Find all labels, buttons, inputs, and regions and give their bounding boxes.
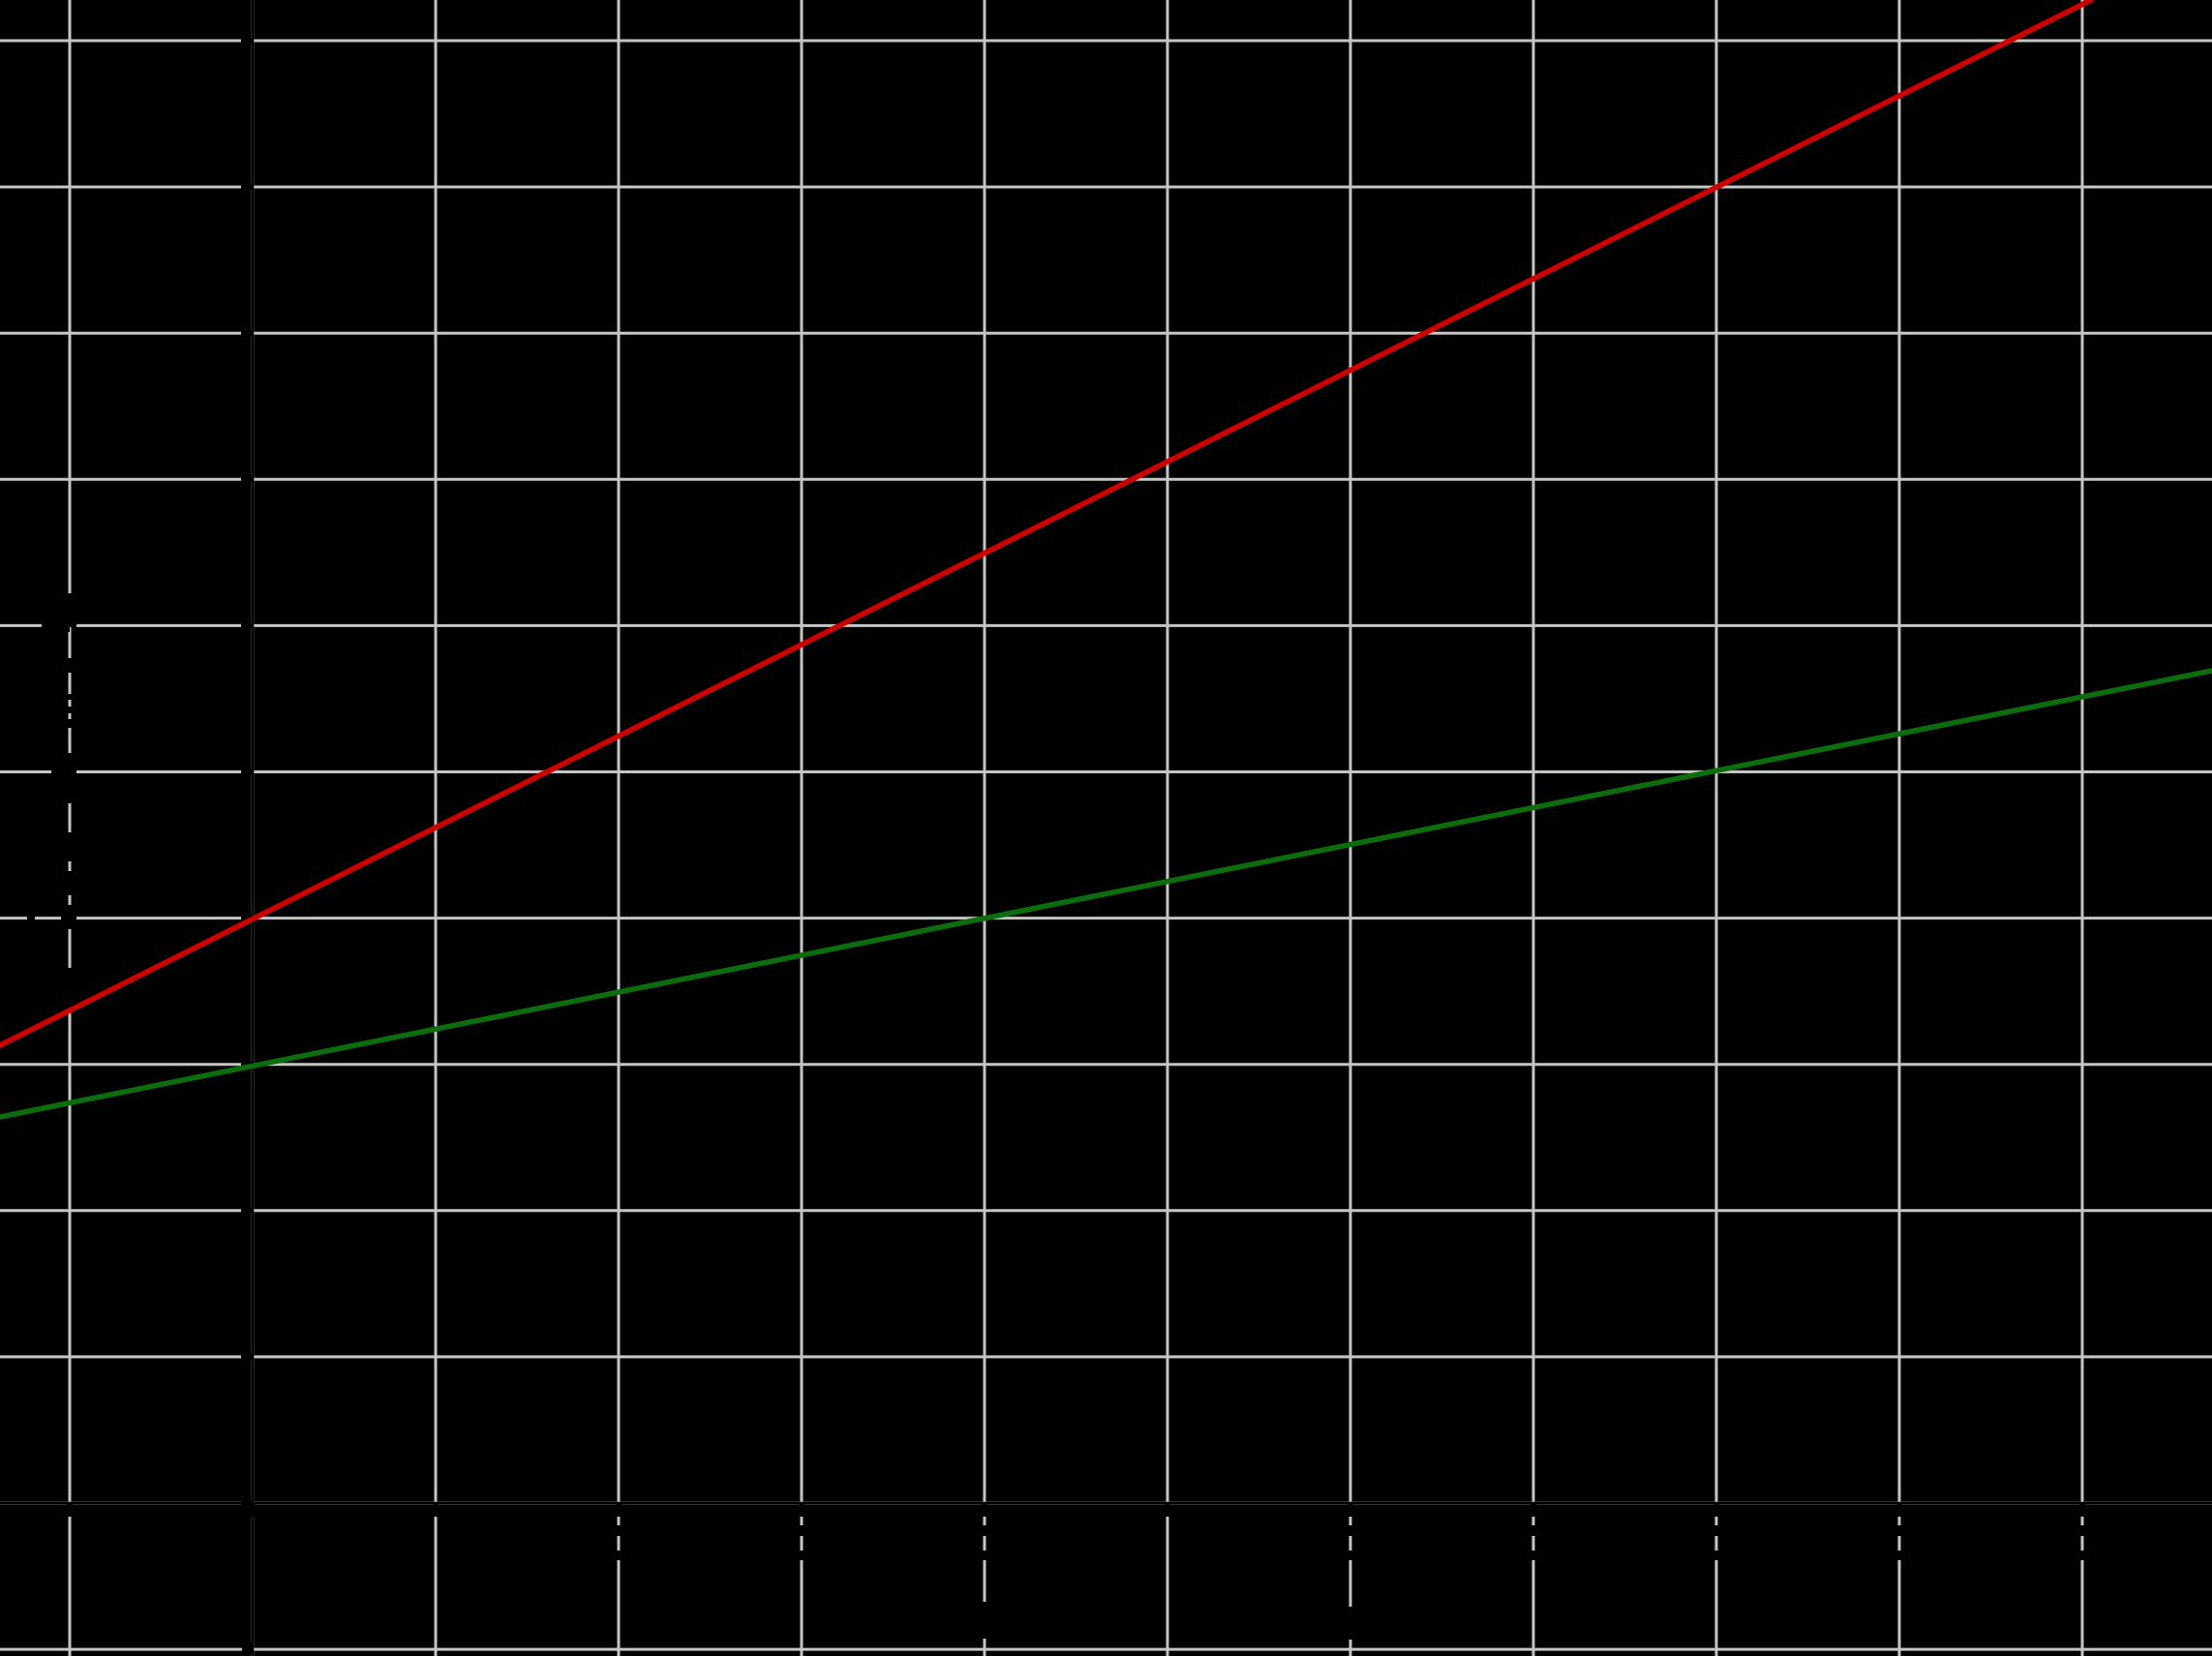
x-axis-tick xyxy=(1348,1503,1353,1517)
x-axis-tick xyxy=(1713,1503,1719,1517)
x-axis-tick xyxy=(2079,1503,2085,1517)
x-axis-tick xyxy=(616,1503,621,1517)
label-fragment xyxy=(63,968,76,1009)
x-axis-tick xyxy=(1165,1503,1170,1517)
x-axis-tick xyxy=(67,1503,73,1517)
x-tick-label-fragment xyxy=(2076,1525,2089,1536)
x-tick-label-fragment xyxy=(1346,1551,1359,1560)
x-tick-label-fragment xyxy=(978,1551,991,1560)
label-fragment xyxy=(978,1602,991,1639)
axis-ticks xyxy=(67,38,2085,1517)
x-axis-tick xyxy=(799,1503,804,1517)
label-fragment xyxy=(61,912,76,924)
x-tick-label-fragment xyxy=(1710,1525,1723,1536)
label-fragment xyxy=(63,871,76,895)
x-tick-label-fragment xyxy=(2076,1551,2089,1560)
x-tick-label-fragment xyxy=(978,1525,991,1536)
label-fragment xyxy=(63,719,76,728)
y-axis-tick xyxy=(241,769,253,774)
y-axis-tick xyxy=(241,622,253,628)
y-axis-tick xyxy=(241,1208,253,1214)
x-tick-label-fragment xyxy=(1528,1525,1541,1536)
x-axis-tick xyxy=(982,1503,987,1517)
y-axis-tick xyxy=(241,184,253,190)
label-fragment xyxy=(242,1642,254,1655)
label-fragment xyxy=(51,766,70,778)
x-axis-tick xyxy=(433,1503,439,1517)
x-tick-label-fragment xyxy=(1710,1551,1723,1560)
label-fragment xyxy=(63,832,76,861)
x-tick-label-fragment xyxy=(1893,1525,1906,1536)
x-tick-label-fragment xyxy=(612,1551,625,1560)
x-axis-tick xyxy=(250,1503,256,1517)
illegible-label-fragments xyxy=(27,593,2089,1655)
x-tick-label-fragment xyxy=(1528,1551,1541,1560)
x-tick-label-fragment xyxy=(612,1525,625,1536)
label-fragment xyxy=(63,694,76,700)
x-axis-tick xyxy=(1530,1503,1536,1517)
x-tick-label-fragment xyxy=(795,1551,808,1560)
x-tick-label-fragment xyxy=(795,1525,808,1536)
green-line xyxy=(0,668,2212,1120)
label-fragment xyxy=(27,912,35,924)
x-tick-label-fragment xyxy=(1893,1551,1906,1560)
label-fragment xyxy=(42,619,70,632)
label-fragment xyxy=(63,707,76,713)
y-axis-tick xyxy=(241,916,253,921)
x-axis-tick xyxy=(1896,1503,1902,1517)
series xyxy=(0,0,2212,1120)
label-fragment xyxy=(1346,1607,1359,1640)
y-axis-tick xyxy=(241,1500,253,1506)
y-axis-tick xyxy=(241,1062,253,1068)
x-tick-label-fragment xyxy=(1346,1525,1359,1536)
y-axis-tick xyxy=(241,38,253,44)
y-axis-tick xyxy=(241,330,253,336)
y-axis-tick xyxy=(241,476,253,482)
red-line xyxy=(0,0,2094,1048)
label-fragment xyxy=(63,593,76,627)
y-axis-tick xyxy=(241,1354,253,1360)
label-fragment xyxy=(63,658,76,673)
